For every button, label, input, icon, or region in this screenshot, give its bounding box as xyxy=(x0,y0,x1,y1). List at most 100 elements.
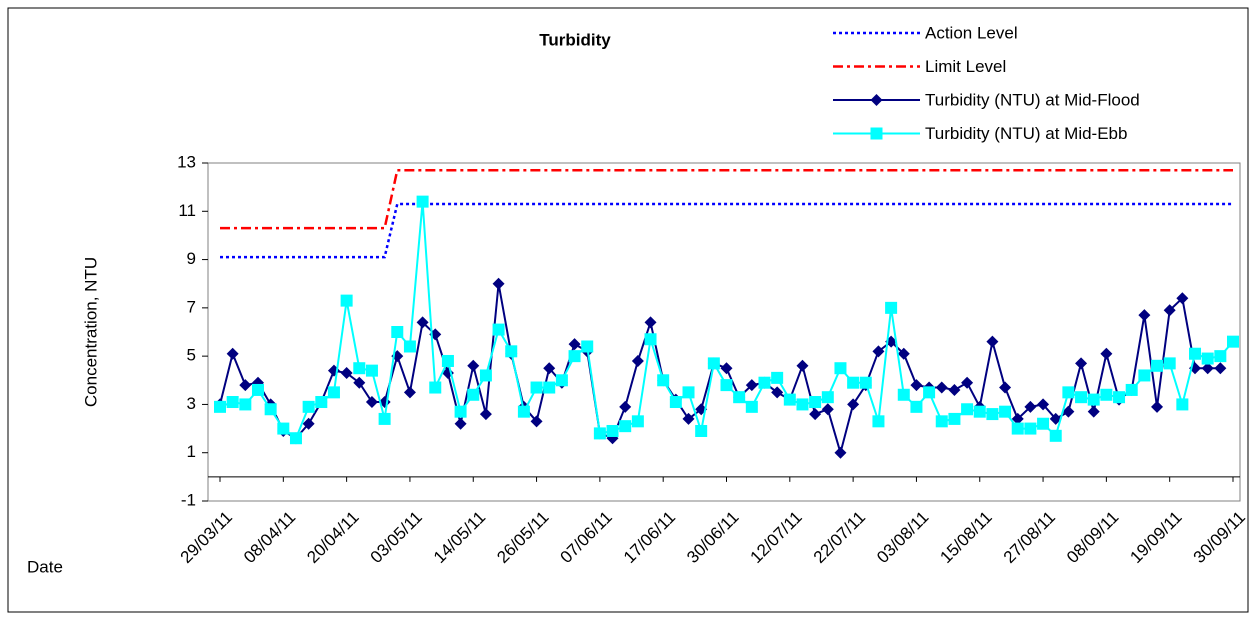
data-point xyxy=(1176,398,1189,411)
data-point xyxy=(302,400,315,413)
plot-area xyxy=(207,162,1241,502)
data-point xyxy=(619,420,632,433)
data-point xyxy=(492,323,505,336)
data-point xyxy=(226,396,239,409)
data-point xyxy=(606,424,619,437)
data-point xyxy=(327,386,340,399)
data-point xyxy=(365,364,378,377)
data-point xyxy=(707,357,720,370)
data-point xyxy=(923,386,936,399)
data-point xyxy=(429,381,442,394)
legend-label: Action Level xyxy=(925,23,1018,42)
data-point xyxy=(1138,309,1151,322)
data-point xyxy=(771,371,784,384)
data-point xyxy=(834,446,847,459)
data-point xyxy=(1214,350,1227,363)
data-point xyxy=(517,405,530,418)
data-point xyxy=(999,405,1012,418)
data-point xyxy=(644,333,657,346)
data-point xyxy=(619,400,632,413)
data-point xyxy=(543,381,556,394)
data-point xyxy=(226,347,239,360)
data-point xyxy=(834,362,847,375)
data-point xyxy=(479,369,492,382)
data-point xyxy=(416,316,429,329)
data-point xyxy=(796,359,809,372)
y-tick-label: 9 xyxy=(187,249,196,268)
chart-title: Turbidity xyxy=(539,30,611,49)
data-point xyxy=(999,381,1012,394)
data-point xyxy=(745,400,758,413)
data-point xyxy=(340,367,353,380)
y-tick-label: 11 xyxy=(178,201,196,220)
data-point xyxy=(948,412,961,425)
data-point xyxy=(277,422,290,435)
data-point xyxy=(1151,400,1164,413)
data-point xyxy=(897,347,910,360)
data-point xyxy=(948,383,961,396)
data-point xyxy=(365,396,378,409)
data-point xyxy=(568,338,581,351)
data-point xyxy=(492,277,505,290)
data-point xyxy=(783,393,796,406)
data-point xyxy=(1024,400,1037,413)
data-point xyxy=(467,359,480,372)
data-point xyxy=(821,403,834,416)
data-point xyxy=(1087,393,1100,406)
series-line xyxy=(220,202,1233,259)
data-point xyxy=(530,381,543,394)
data-point xyxy=(467,388,480,401)
data-point xyxy=(796,398,809,411)
data-point xyxy=(872,345,885,358)
data-point xyxy=(1138,369,1151,382)
data-point xyxy=(961,403,974,416)
y-axis-label: Concentration, NTU xyxy=(81,257,100,407)
legend-marker xyxy=(870,94,883,106)
data-point xyxy=(1189,347,1202,360)
data-point xyxy=(454,405,467,418)
data-point xyxy=(479,408,492,421)
data-point xyxy=(416,195,429,208)
data-point xyxy=(720,379,733,392)
data-point xyxy=(340,294,353,307)
data-point xyxy=(847,376,860,389)
data-point xyxy=(821,391,834,404)
data-point xyxy=(581,340,594,353)
data-point xyxy=(1075,391,1088,404)
data-point xyxy=(239,398,252,411)
data-point xyxy=(1151,359,1164,372)
data-point xyxy=(986,408,999,421)
data-point xyxy=(695,424,708,437)
legend-label: Turbidity (NTU) at Mid-Ebb xyxy=(925,124,1127,143)
data-point xyxy=(872,415,885,428)
data-point xyxy=(315,396,328,409)
data-point xyxy=(543,362,556,375)
data-point xyxy=(264,403,277,416)
data-point xyxy=(378,412,391,425)
data-point xyxy=(910,400,923,413)
data-point xyxy=(403,340,416,353)
data-point xyxy=(1037,398,1050,411)
data-point xyxy=(1062,405,1075,418)
legend-marker xyxy=(870,127,883,140)
data-point xyxy=(1113,391,1126,404)
data-point xyxy=(897,388,910,401)
y-tick-label: 13 xyxy=(177,152,196,171)
data-point xyxy=(644,316,657,329)
data-point xyxy=(986,335,999,348)
data-point xyxy=(720,362,733,375)
data-point xyxy=(403,386,416,399)
data-point xyxy=(239,379,252,392)
y-tick-label: 1 xyxy=(187,442,196,461)
data-point xyxy=(745,379,758,392)
data-point xyxy=(214,400,226,413)
data-point xyxy=(1100,388,1113,401)
data-point xyxy=(935,381,948,394)
y-tick-label: 7 xyxy=(187,297,196,316)
data-point xyxy=(910,379,923,392)
data-point xyxy=(1075,357,1088,370)
data-point xyxy=(859,376,872,389)
data-point xyxy=(1049,412,1062,425)
data-point xyxy=(1011,412,1024,425)
data-point xyxy=(847,398,860,411)
